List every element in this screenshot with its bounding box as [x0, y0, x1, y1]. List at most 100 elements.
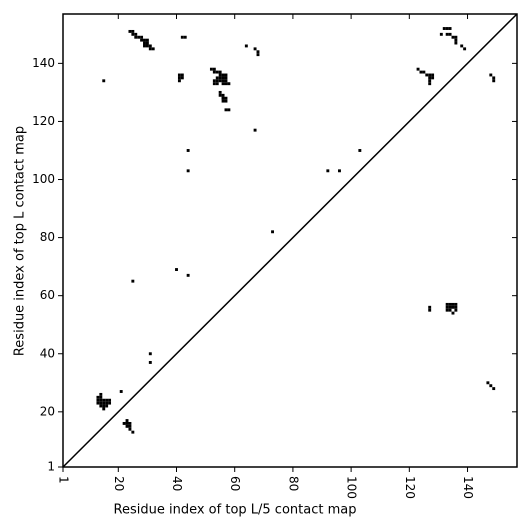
contact-cell — [442, 27, 446, 30]
contact-cell — [143, 41, 146, 45]
contact-cell — [428, 308, 432, 312]
contact-cell — [151, 47, 155, 51]
contact-cell — [183, 35, 187, 39]
contact-cell — [454, 41, 458, 45]
contact-cell — [358, 149, 362, 152]
contact-cell — [125, 424, 129, 428]
contact-cell — [448, 308, 452, 312]
contact-cell — [175, 268, 178, 271]
contact-cell — [431, 73, 435, 77]
contact-cell — [451, 305, 455, 309]
contact-cell — [454, 305, 458, 309]
contact-cell — [224, 79, 228, 83]
contact-cell — [454, 38, 458, 42]
y-axis-label: Residue index of top L contact map — [13, 126, 28, 356]
contact-cell — [209, 67, 213, 71]
contact-cell — [221, 82, 225, 86]
contact-cell — [212, 70, 216, 74]
contact-cell — [145, 41, 149, 45]
x-tick-label: 120 — [403, 476, 417, 499]
contact-cell — [180, 73, 184, 77]
contact-cell — [102, 404, 106, 408]
contact-cell — [221, 79, 225, 83]
contact-cell — [445, 308, 449, 312]
diagonal-line — [62, 13, 518, 468]
y-tick-label: 20 — [40, 404, 55, 418]
contact-cell — [96, 395, 100, 399]
contact-cell — [122, 421, 126, 425]
contact-cell — [256, 53, 260, 57]
contact-cell — [128, 427, 132, 431]
contact-cell — [338, 169, 341, 173]
contact-cell — [451, 302, 455, 306]
x-tick-label: 1 — [57, 476, 71, 484]
contact-cell — [492, 79, 496, 83]
y-tick-label: 100 — [32, 172, 55, 186]
contact-cell — [422, 70, 426, 74]
contact-cell — [99, 392, 103, 396]
contact-cell — [131, 32, 135, 36]
contact-cell — [445, 305, 449, 309]
contact-cell — [212, 67, 216, 71]
contact-cell — [489, 73, 493, 77]
contact-cell — [145, 44, 149, 48]
contact-cell — [218, 79, 222, 83]
contact-cell — [105, 398, 109, 402]
contact-cell — [125, 419, 129, 422]
contact-cell — [221, 73, 225, 77]
contact-cell — [492, 76, 496, 80]
contact-cell — [227, 82, 231, 86]
contact-cell — [218, 90, 222, 94]
x-tick-label: 40 — [170, 476, 184, 491]
contact-cell — [445, 302, 449, 306]
contact-cell — [224, 73, 228, 77]
y-tick-label: 40 — [40, 346, 55, 360]
contact-cell — [448, 302, 452, 306]
contact-cell — [180, 35, 184, 39]
x-axis-label: Residue index of top L/5 contact map — [114, 503, 357, 518]
contact-cell — [489, 384, 493, 388]
contact-cell — [96, 401, 100, 405]
y-tick-label: 140 — [32, 56, 55, 70]
contact-cell — [128, 421, 132, 425]
contact-cell — [186, 149, 190, 152]
contact-cell — [140, 35, 144, 39]
contact-cell — [131, 29, 135, 33]
contact-cell — [180, 76, 184, 80]
contact-cell — [428, 79, 432, 83]
y-tick-label: 1 — [47, 460, 55, 474]
contact-cell — [128, 424, 132, 428]
contact-cell — [428, 73, 432, 77]
contact-cell — [451, 35, 455, 39]
contact-cell — [177, 73, 181, 77]
contact-cell — [215, 76, 219, 80]
contact-cell — [253, 128, 257, 132]
contact-cell — [416, 67, 420, 71]
contact-cell — [253, 47, 257, 51]
contact-cell — [448, 32, 452, 36]
contact-cell — [224, 82, 228, 86]
plot-frame — [62, 13, 518, 468]
contact-cell — [102, 401, 106, 405]
contact-cell — [215, 82, 219, 86]
y-tick-label: 80 — [40, 230, 55, 244]
x-tick-label: 100 — [345, 476, 359, 499]
contact-cell — [271, 230, 274, 234]
contact-cell — [145, 38, 149, 42]
contact-cell — [99, 404, 103, 408]
contact-cell — [218, 70, 222, 74]
contact-cell — [218, 73, 222, 77]
contact-cell — [431, 76, 435, 80]
contact-cell — [102, 407, 106, 411]
contact-cell — [454, 302, 458, 306]
y-tick-label: 120 — [32, 114, 55, 128]
contact-cell — [131, 279, 135, 283]
contact-cell — [425, 73, 429, 77]
contact-cell — [460, 44, 464, 48]
contact-cell — [140, 38, 144, 42]
contact-cell — [224, 96, 228, 100]
contact-cell — [143, 38, 146, 42]
x-tick-label: 60 — [228, 476, 242, 491]
contact-cell — [454, 35, 458, 39]
contact-cell — [326, 169, 330, 173]
